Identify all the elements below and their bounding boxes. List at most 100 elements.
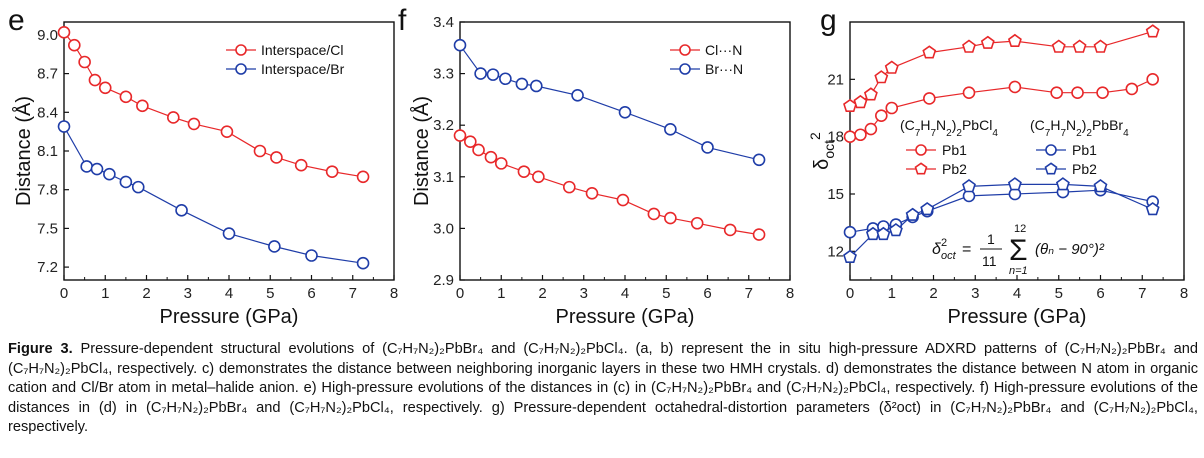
legend-entry: Cl···N [670, 42, 742, 58]
x-tick-label: 5 [1055, 285, 1063, 302]
x-tick-label: 0 [846, 285, 854, 302]
y-tick-label: 8.1 [37, 143, 58, 160]
formula-upper: 12 [1014, 223, 1026, 235]
data-point [571, 88, 584, 102]
data-point [494, 157, 508, 170]
y-axis-label: Distance (Å) [410, 96, 433, 206]
data-point [1007, 177, 1022, 191]
data-point [843, 225, 857, 239]
y-tick-label: 15 [827, 186, 844, 203]
data-point [1007, 33, 1022, 48]
x-tick-label: 1 [888, 285, 896, 302]
chart-panel-e: 0 1 2 3 4 5 6 7 8 7.2 7.5 7.8 8.1 8.4 8.7 9.0 Pressure (… [8, 4, 398, 328]
formula-lower: n=1 [1009, 265, 1028, 277]
legend-marker [679, 63, 691, 75]
data-point [701, 141, 714, 154]
data-point [88, 73, 102, 87]
legend-marker [1045, 144, 1057, 156]
plot-frame [63, 21, 395, 281]
x-axis-label: Pressure (GPa) [160, 306, 299, 328]
data-point [80, 160, 93, 173]
data-point [515, 77, 529, 91]
y-tick-label: 3.2 [433, 117, 454, 134]
x-tick-label: 7 [745, 285, 753, 302]
x-axis-label: Pressure (GPa) [556, 306, 695, 328]
x-tick-label: 2 [929, 285, 937, 302]
data-point [1051, 39, 1066, 53]
data-point [530, 79, 543, 93]
legend-label: Interspace/Cl [261, 42, 343, 58]
legend-label: Interspace/Br [261, 61, 345, 77]
data-point [616, 193, 630, 207]
data-point [484, 150, 498, 164]
x-tick-label: 5 [266, 285, 274, 302]
data-point [863, 87, 878, 101]
data-point [98, 81, 112, 95]
data-point [1145, 202, 1160, 216]
formula-sigma: Σ [1009, 234, 1028, 267]
data-point [962, 179, 976, 193]
data-point [854, 128, 867, 142]
formula-body: (θₙ − 90°)² [1035, 241, 1105, 258]
legend-entry: Pb1 [1036, 142, 1097, 158]
data-point [875, 109, 888, 122]
data-point [922, 45, 937, 59]
data-point [690, 216, 704, 230]
data-point [920, 202, 935, 216]
x-tick-label: 7 [349, 285, 357, 302]
legend-entry: Pb2 [906, 161, 967, 177]
data-point [294, 158, 308, 172]
data-point [268, 240, 281, 253]
legend-label: Pb2 [942, 161, 967, 177]
legend-label: Pb1 [1072, 142, 1097, 158]
data-point [305, 249, 318, 262]
data-point [136, 99, 149, 113]
data-point [1145, 24, 1160, 38]
x-tick-label: 0 [60, 285, 68, 302]
legend-entry: Pb1 [906, 142, 967, 158]
x-tick-label: 8 [390, 285, 398, 302]
x-tick-label: 4 [621, 285, 629, 302]
data-point [1093, 179, 1108, 193]
data-point [90, 162, 104, 176]
data-point [618, 106, 632, 119]
data-point [78, 55, 91, 69]
data-point [325, 165, 339, 178]
data-point [923, 92, 936, 105]
formula-sup: 2 [941, 237, 947, 249]
legend-entry: Pb2 [1036, 161, 1097, 177]
x-tick-label: 2 [142, 285, 150, 302]
x-tick-label: 3 [184, 285, 192, 302]
data-point [1096, 86, 1109, 100]
formula-den: 11 [982, 253, 997, 269]
data-point [843, 249, 857, 264]
x-tick-label: 3 [971, 285, 979, 302]
data-point [752, 228, 766, 241]
legend-marker [1044, 162, 1058, 175]
chart-panel-f: 0 1 2 3 4 5 6 7 8 2.9 3.0 3.1 3.2 3.3 3.4 Pressure (GPa… [398, 4, 794, 328]
x-tick-label: 4 [1013, 285, 1021, 302]
data-point [723, 223, 737, 237]
formula-lhs: δ [932, 241, 942, 258]
y-tick-label: 3.1 [433, 169, 454, 186]
legend-marker [915, 144, 927, 156]
data-point [905, 207, 920, 221]
x-tick-label: 3 [580, 285, 588, 302]
x-tick-label: 6 [1096, 285, 1104, 302]
data-point [876, 226, 891, 241]
x-tick-label: 1 [497, 285, 505, 302]
data-point [167, 111, 180, 124]
x-tick-label: 2 [538, 285, 546, 302]
y-tick-label: 9.0 [37, 27, 58, 44]
data-point [356, 170, 370, 184]
data-point [1125, 82, 1139, 96]
y-tick-label: 3.4 [433, 14, 454, 31]
data-point [1072, 39, 1087, 53]
y-tick-label: 3.3 [433, 66, 454, 83]
y-tick-label: 2.9 [433, 272, 454, 289]
data-point [962, 39, 976, 53]
legend-entry: Br···N [670, 61, 743, 77]
